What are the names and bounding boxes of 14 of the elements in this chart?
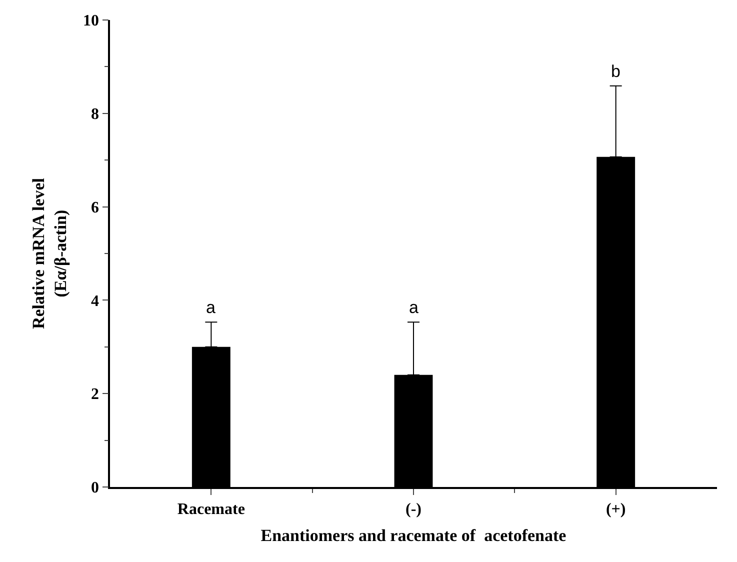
x-tick-label: Racemate <box>177 500 245 518</box>
y-tick-label: 4 <box>91 292 100 310</box>
y-tick-label: 6 <box>91 199 100 216</box>
y-tick-label: 0 <box>91 480 100 497</box>
y-axis-title: Relative mRNA level (Eα/β-actin) <box>29 178 70 330</box>
annotation: b <box>611 62 620 81</box>
x-axis-title: Enantiomers and racemate of acetofenate <box>260 526 567 545</box>
y-tick-label: 10 <box>83 12 100 30</box>
annotation: a <box>206 298 216 317</box>
annotation: a <box>409 298 419 317</box>
x-tick-label: (-) <box>406 500 422 518</box>
y-tick-label: 2 <box>91 386 100 404</box>
y-tick-label: 8 <box>91 106 100 123</box>
x-tick-label: (+) <box>606 500 626 518</box>
